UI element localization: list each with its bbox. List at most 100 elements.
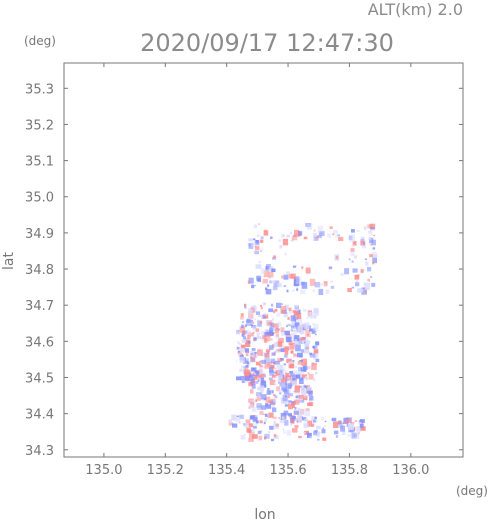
radar-echo-pixel [261, 247, 264, 251]
radar-echo-pixel [261, 337, 266, 342]
radar-echo-pixel [286, 325, 288, 328]
radar-echo-pixel [256, 396, 261, 401]
radar-echo-pixel [244, 433, 246, 435]
radar-echo-pixel [277, 370, 281, 374]
radar-echo-pixel [313, 316, 317, 319]
radar-echo-pixel [284, 304, 289, 310]
radar-echo-pixel [347, 434, 351, 437]
radar-echo-pixel [245, 364, 249, 368]
radar-echo-pixel [315, 333, 317, 336]
radar-echo-pixel [300, 349, 305, 353]
radar-echo-pixel [248, 243, 254, 249]
radar-echo-pixel [367, 224, 373, 229]
radar-echo-pixel [296, 411, 299, 414]
radar-echo-pixel [309, 436, 313, 439]
radar-echo-pixel [371, 239, 376, 246]
radar-echo-pixel [358, 420, 364, 424]
radar-echo-pixel [303, 341, 306, 344]
radar-echo-pixel [323, 283, 327, 287]
radar-echo-pixel [290, 350, 294, 354]
radar-echo-pixel [290, 423, 293, 426]
radar-echo-pixel [264, 358, 270, 364]
radar-echo-pixel [263, 365, 266, 369]
radar-echo-pixel [239, 343, 242, 346]
radar-echo-pixel [240, 313, 244, 317]
radar-echo-pixel [283, 418, 287, 421]
radar-echo-pixel [257, 407, 261, 410]
radar-echo-pixel [281, 376, 287, 383]
radar-echo-pixel [277, 358, 282, 362]
radar-echo-pixel [360, 236, 365, 240]
radar-echo-pixel [299, 378, 304, 384]
radar-echo-pixel [278, 381, 280, 384]
radar-echo-pixel [373, 234, 376, 237]
radar-echo-pixel [273, 394, 276, 397]
radar-echo-pixel [287, 377, 291, 381]
radar-echo-pixel [284, 330, 290, 336]
radar-echo-pixel [265, 334, 271, 342]
radar-echo-pixel [291, 370, 298, 377]
altitude-label: ALT(km) 2.0 [368, 0, 463, 19]
radar-echo-pixel [265, 289, 272, 295]
radar-echo-pixel [333, 421, 339, 428]
radar-echo-pixel [340, 272, 344, 276]
radar-echo-pixel [323, 281, 328, 287]
radar-echo-pixel [288, 413, 292, 417]
radar-echo-pixel [315, 330, 318, 333]
radar-echo-pixel [277, 282, 282, 288]
y-tick-label: 35.0 [25, 191, 54, 206]
y-axis-unit: (deg) [24, 34, 56, 48]
x-tick-label: 135.6 [269, 463, 306, 478]
radar-echo-pixel [350, 248, 355, 252]
radar-echo-pixel [269, 327, 275, 331]
y-tick-label: 35.3 [25, 82, 54, 97]
radar-echo-pixel [261, 359, 266, 364]
x-tick-label: 135.4 [208, 463, 245, 478]
radar-echo-pixel [307, 333, 309, 336]
radar-echo-pixel [236, 417, 241, 423]
y-tick-label: 34.8 [25, 263, 54, 278]
radar-echo-pixel [255, 264, 262, 269]
radar-echo-pixel [299, 399, 304, 403]
radar-echo-pixel [312, 289, 315, 292]
radar-echo-pixel [290, 325, 295, 329]
radar-echo-pixel [304, 343, 309, 348]
radar-echo-pixel [281, 233, 284, 238]
radar-echo-pixel [252, 331, 255, 334]
radar-echo-pixel [236, 415, 239, 418]
radar-echo-pixel [271, 368, 274, 371]
radar-echo-pixel [259, 321, 263, 324]
radar-echo-pixel [248, 332, 254, 337]
x-tick-label: 135.2 [147, 463, 184, 478]
radar-echo-pixel [356, 230, 360, 233]
radar-echo-pixel [269, 370, 275, 376]
radar-echo-pixel [372, 257, 377, 264]
radar-echo-pixel [248, 423, 254, 428]
radar-echo-pixel [284, 346, 290, 351]
radar-echo-pixel [245, 330, 251, 336]
radar-echo-pixel [364, 258, 368, 261]
radar-echo-pixel [320, 231, 323, 234]
radar-echo-pixel [292, 378, 296, 383]
radar-echo-pixel [292, 404, 295, 408]
radar-echo-pixel [364, 226, 367, 230]
radar-echo-pixel [262, 302, 266, 306]
radar-echo-pixel [251, 429, 255, 434]
radar-echo-pixel [316, 235, 319, 239]
x-axis-unit: (deg) [456, 484, 488, 498]
radar-echo-pixel [317, 235, 322, 239]
radar-echo-pixel [307, 224, 310, 227]
radar-echo-pixel [278, 417, 280, 419]
radar-echo-pixel [247, 280, 251, 284]
radar-echo-pixel [280, 331, 285, 336]
radar-echo-pixel [365, 261, 369, 266]
radar-echo-pixel [252, 238, 256, 241]
radar-echo-pixel [277, 375, 283, 381]
radar-echo-pixel [315, 341, 320, 346]
radar-echo-pixel [242, 336, 247, 340]
radar-echo-pixel [357, 431, 360, 435]
radar-echo-pixel [293, 390, 296, 393]
radar-echo-pixel [296, 394, 300, 399]
radar-echo-pixel [255, 311, 261, 315]
radar-echo-pixel [340, 425, 346, 432]
